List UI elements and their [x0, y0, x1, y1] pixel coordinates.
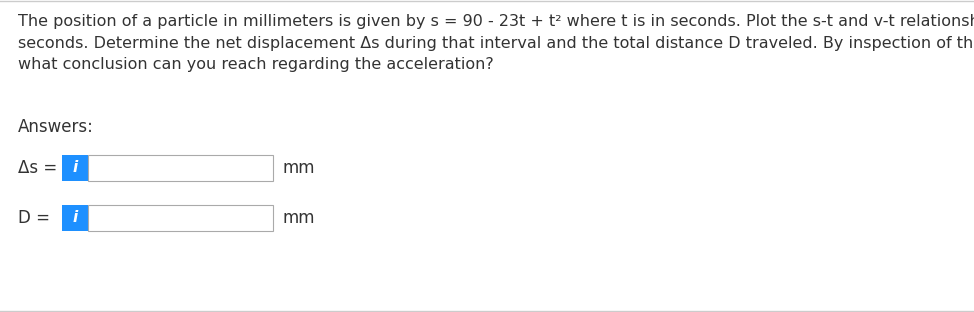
- Text: Answers:: Answers:: [18, 118, 94, 136]
- FancyBboxPatch shape: [62, 155, 88, 181]
- FancyBboxPatch shape: [88, 205, 273, 231]
- Text: mm: mm: [283, 209, 316, 227]
- Text: i: i: [72, 160, 78, 175]
- FancyBboxPatch shape: [62, 205, 88, 231]
- Text: i: i: [72, 211, 78, 226]
- Text: D =: D =: [18, 209, 50, 227]
- Text: Δs =: Δs =: [18, 159, 57, 177]
- Text: The position of a particle in millimeters is given by s = 90 - 23t + t² where t : The position of a particle in millimeter…: [18, 14, 974, 72]
- Text: mm: mm: [283, 159, 316, 177]
- FancyBboxPatch shape: [88, 155, 273, 181]
